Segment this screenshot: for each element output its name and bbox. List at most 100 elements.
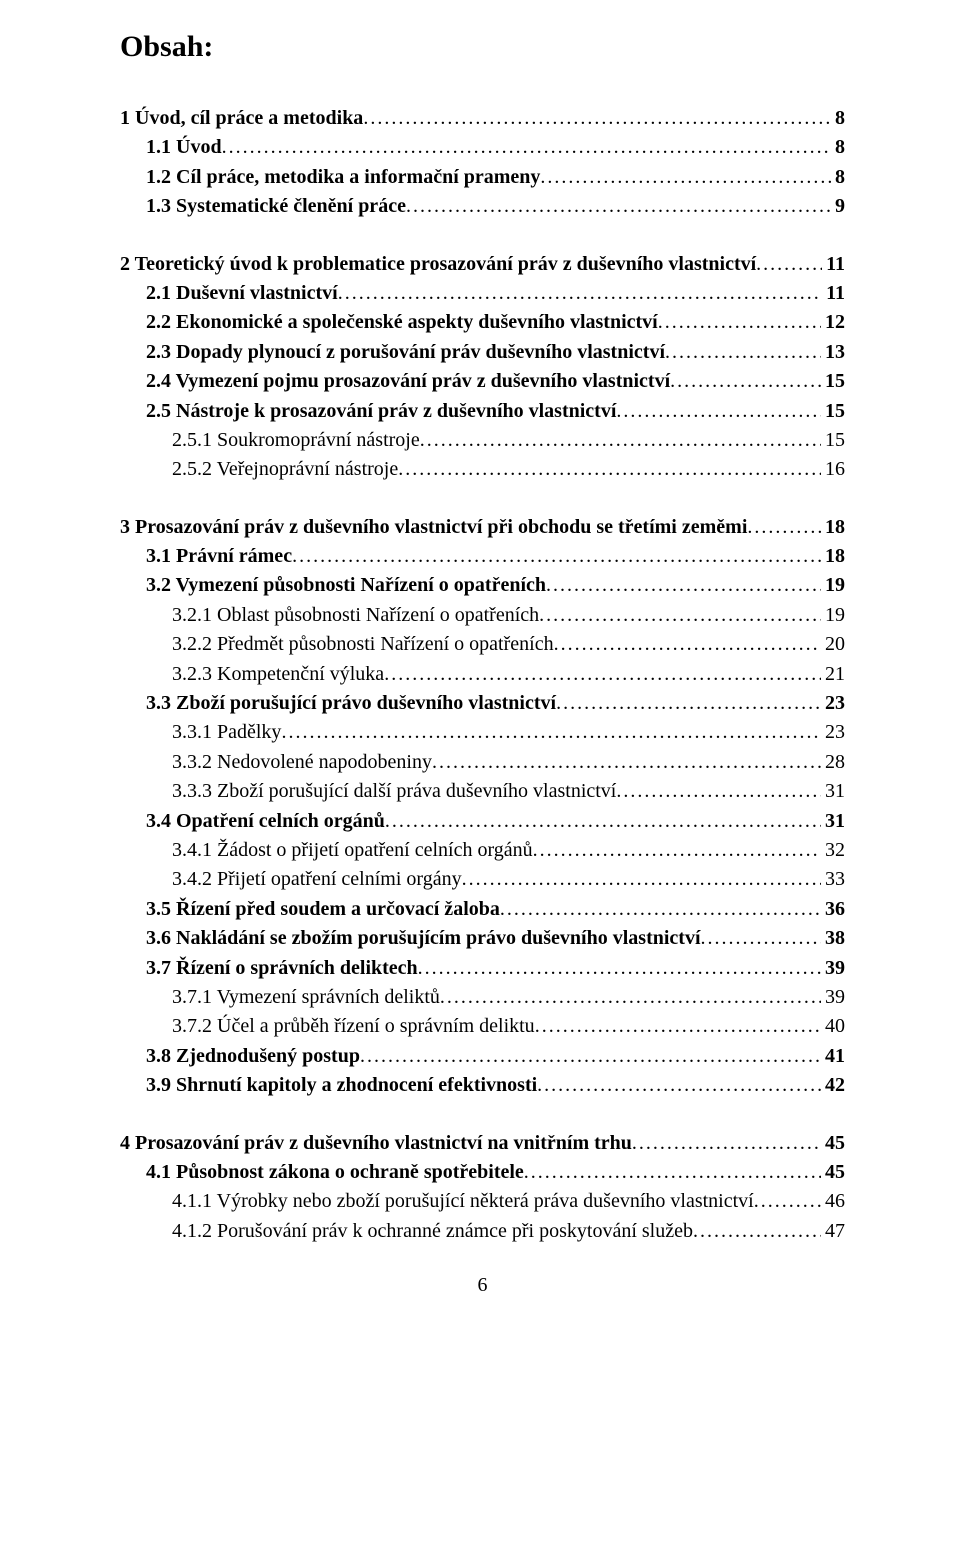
toc-entry-leader	[462, 865, 821, 894]
toc-entry-page: 15	[821, 367, 845, 396]
toc-entry-label: 4.1 Působnost zákona o ochraně spotřebit…	[146, 1158, 524, 1187]
toc-entry-page: 8	[831, 104, 845, 133]
toc-entry-leader	[500, 895, 821, 924]
toc-entry-page: 32	[821, 836, 845, 865]
toc-entry-leader	[406, 192, 831, 221]
toc-entry-page: 16	[821, 455, 845, 484]
toc-entry: 3.3.2 Nedovolené napodobeniny 28	[172, 748, 845, 777]
toc-entry: 3.6 Nakládání se zbožím porušujícím práv…	[146, 924, 845, 953]
toc-container: 1 Úvod, cíl práce a metodika81.1 Úvod81.…	[120, 104, 845, 1246]
toc-entry-leader	[554, 630, 821, 659]
toc-entry-label: 2.5.2 Veřejnoprávní nástroje	[172, 455, 398, 484]
toc-entry-leader	[420, 426, 821, 455]
toc-entry: 2.1 Duševní vlastnictví 11	[146, 279, 845, 308]
toc-entry-page: 11	[822, 250, 845, 279]
toc-entry: 3.9 Shrnutí kapitoly a zhodnocení efekti…	[146, 1071, 845, 1100]
toc-entry: 3.8 Zjednodušený postup41	[146, 1042, 845, 1071]
toc-entry-leader	[292, 542, 821, 571]
toc-entry-label: 3.4 Opatření celních orgánů	[146, 807, 385, 836]
toc-entry-leader	[658, 308, 821, 337]
toc-entry-page: 21	[821, 660, 845, 689]
toc-entry-label: 2 Teoretický úvod k problematice prosazo…	[120, 250, 756, 279]
toc-entry-label: 3.4.2 Přijetí opatření celními orgány	[172, 865, 462, 894]
toc-entry: 3 Prosazování práv z duševního vlastnict…	[120, 513, 845, 542]
toc-entry-leader	[533, 836, 821, 865]
toc-entry-label: 4.1.1 Výrobky nebo zboží porušující někt…	[172, 1187, 754, 1216]
toc-entry: 2.4 Vymezení pojmu prosazování práv z du…	[146, 367, 845, 396]
toc-entry-leader	[665, 338, 821, 367]
toc-entry-page: 31	[821, 777, 845, 806]
toc-entry-label: 3.2 Vymezení působnosti Nařízení o opatř…	[146, 571, 546, 600]
toc-entry-page: 28	[821, 748, 845, 777]
toc-entry-label: 3.3.1 Padělky	[172, 718, 281, 747]
toc-entry-label: 2.2 Ekonomické a společenské aspekty duš…	[146, 308, 658, 337]
toc-entry-page: 31	[821, 807, 845, 836]
toc-entry-label: 3.7.1 Vymezení správních deliktů	[172, 983, 440, 1012]
toc-entry: 3.3.1 Padělky 23	[172, 718, 845, 747]
toc-entry: 3.7.1 Vymezení správních deliktů 39	[172, 983, 845, 1012]
toc-entry-leader	[616, 777, 821, 806]
toc-entry-page: 40	[821, 1012, 845, 1041]
toc-entry-label: 3.2.2 Předmět působnosti Nařízení o opat…	[172, 630, 554, 659]
toc-entry: 3.2.3 Kompetenční výluka 21	[172, 660, 845, 689]
toc-entry: 2.3 Dopady plynoucí z porušování práv du…	[146, 338, 845, 367]
toc-entry-page: 42	[821, 1071, 845, 1100]
toc-entry: 3.2.2 Předmět působnosti Nařízení o opat…	[172, 630, 845, 659]
toc-entry: 4.1.2 Porušování práv k ochranné známce …	[172, 1217, 845, 1246]
toc-entry-label: 2.5 Nástroje k prosazování práv z duševn…	[146, 397, 616, 426]
toc-entry-leader	[535, 1012, 821, 1041]
toc-entry-label: 3.2.3 Kompetenční výluka	[172, 660, 384, 689]
toc-entry-page: 39	[821, 983, 845, 1012]
toc-entry-label: 2.1 Duševní vlastnictví	[146, 279, 338, 308]
toc-entry-label: 1.2 Cíl práce, metodika a informační pra…	[146, 163, 540, 192]
toc-entry-leader	[222, 133, 831, 162]
toc-entry: 4.1 Působnost zákona o ochraně spotřebit…	[146, 1158, 845, 1187]
toc-entry-page: 23	[821, 689, 845, 718]
toc-entry-label: 3.3 Zboží porušující právo duševního vla…	[146, 689, 556, 718]
toc-entry: 3.2 Vymezení působnosti Nařízení o opatř…	[146, 571, 845, 600]
toc-entry-label: 3 Prosazování práv z duševního vlastnict…	[120, 513, 747, 542]
toc-entry-page: 18	[821, 513, 845, 542]
toc-entry-page: 20	[821, 630, 845, 659]
toc-entry: 2.5.1 Soukromoprávní nástroje15	[172, 426, 845, 455]
toc-entry: 3.4.2 Přijetí opatření celními orgány33	[172, 865, 845, 894]
toc-entry-page: 41	[821, 1042, 845, 1071]
toc-entry-leader	[363, 104, 831, 133]
toc-entry-leader	[281, 718, 821, 747]
toc-entry-page: 15	[821, 397, 845, 426]
toc-entry-label: 1 Úvod, cíl práce a metodika	[120, 104, 363, 133]
toc-entry-page: 45	[821, 1129, 845, 1158]
toc-entry-leader	[670, 367, 821, 396]
toc-entry-leader	[440, 983, 821, 1012]
toc-entry-label: 3.3.2 Nedovolené napodobeniny	[172, 748, 432, 777]
toc-entry-page: 12	[821, 308, 845, 337]
toc-entry-page: 38	[821, 924, 845, 953]
toc-entry-label: 3.5 Řízení před soudem a určovací žaloba	[146, 895, 500, 924]
toc-entry: 3.3 Zboží porušující právo duševního vla…	[146, 689, 845, 718]
toc-entry: 2.2 Ekonomické a společenské aspekty duš…	[146, 308, 845, 337]
toc-entry-leader	[338, 279, 822, 308]
toc-entry-page: 8	[831, 163, 845, 192]
toc-entry: 3.1 Právní rámec18	[146, 542, 845, 571]
toc-gap	[120, 1101, 845, 1129]
toc-entry-leader	[398, 455, 821, 484]
toc-entry-label: 3.1 Právní rámec	[146, 542, 292, 571]
toc-gap	[120, 222, 845, 250]
toc-entry-page: 13	[821, 338, 845, 367]
toc-entry-label: 1.1 Úvod	[146, 133, 222, 162]
toc-entry: 2 Teoretický úvod k problematice prosazo…	[120, 250, 845, 279]
toc-entry-leader	[632, 1129, 821, 1158]
toc-entry-page: 23	[821, 718, 845, 747]
toc-entry: 1.1 Úvod8	[146, 133, 845, 162]
toc-entry-leader	[418, 954, 821, 983]
toc-entry-label: 3.7 Řízení o správních deliktech	[146, 954, 418, 983]
toc-entry-leader	[537, 1071, 821, 1100]
toc-entry: 4.1.1 Výrobky nebo zboží porušující někt…	[172, 1187, 845, 1216]
toc-entry-page: 19	[821, 601, 845, 630]
toc-entry-leader	[754, 1187, 821, 1216]
toc-entry-leader	[756, 250, 822, 279]
toc-entry-label: 3.4.1 Žádost o přijetí opatření celních …	[172, 836, 533, 865]
toc-entry-leader	[360, 1042, 821, 1071]
toc-entry-page: 47	[821, 1217, 845, 1246]
toc-entry-page: 11	[822, 279, 845, 308]
